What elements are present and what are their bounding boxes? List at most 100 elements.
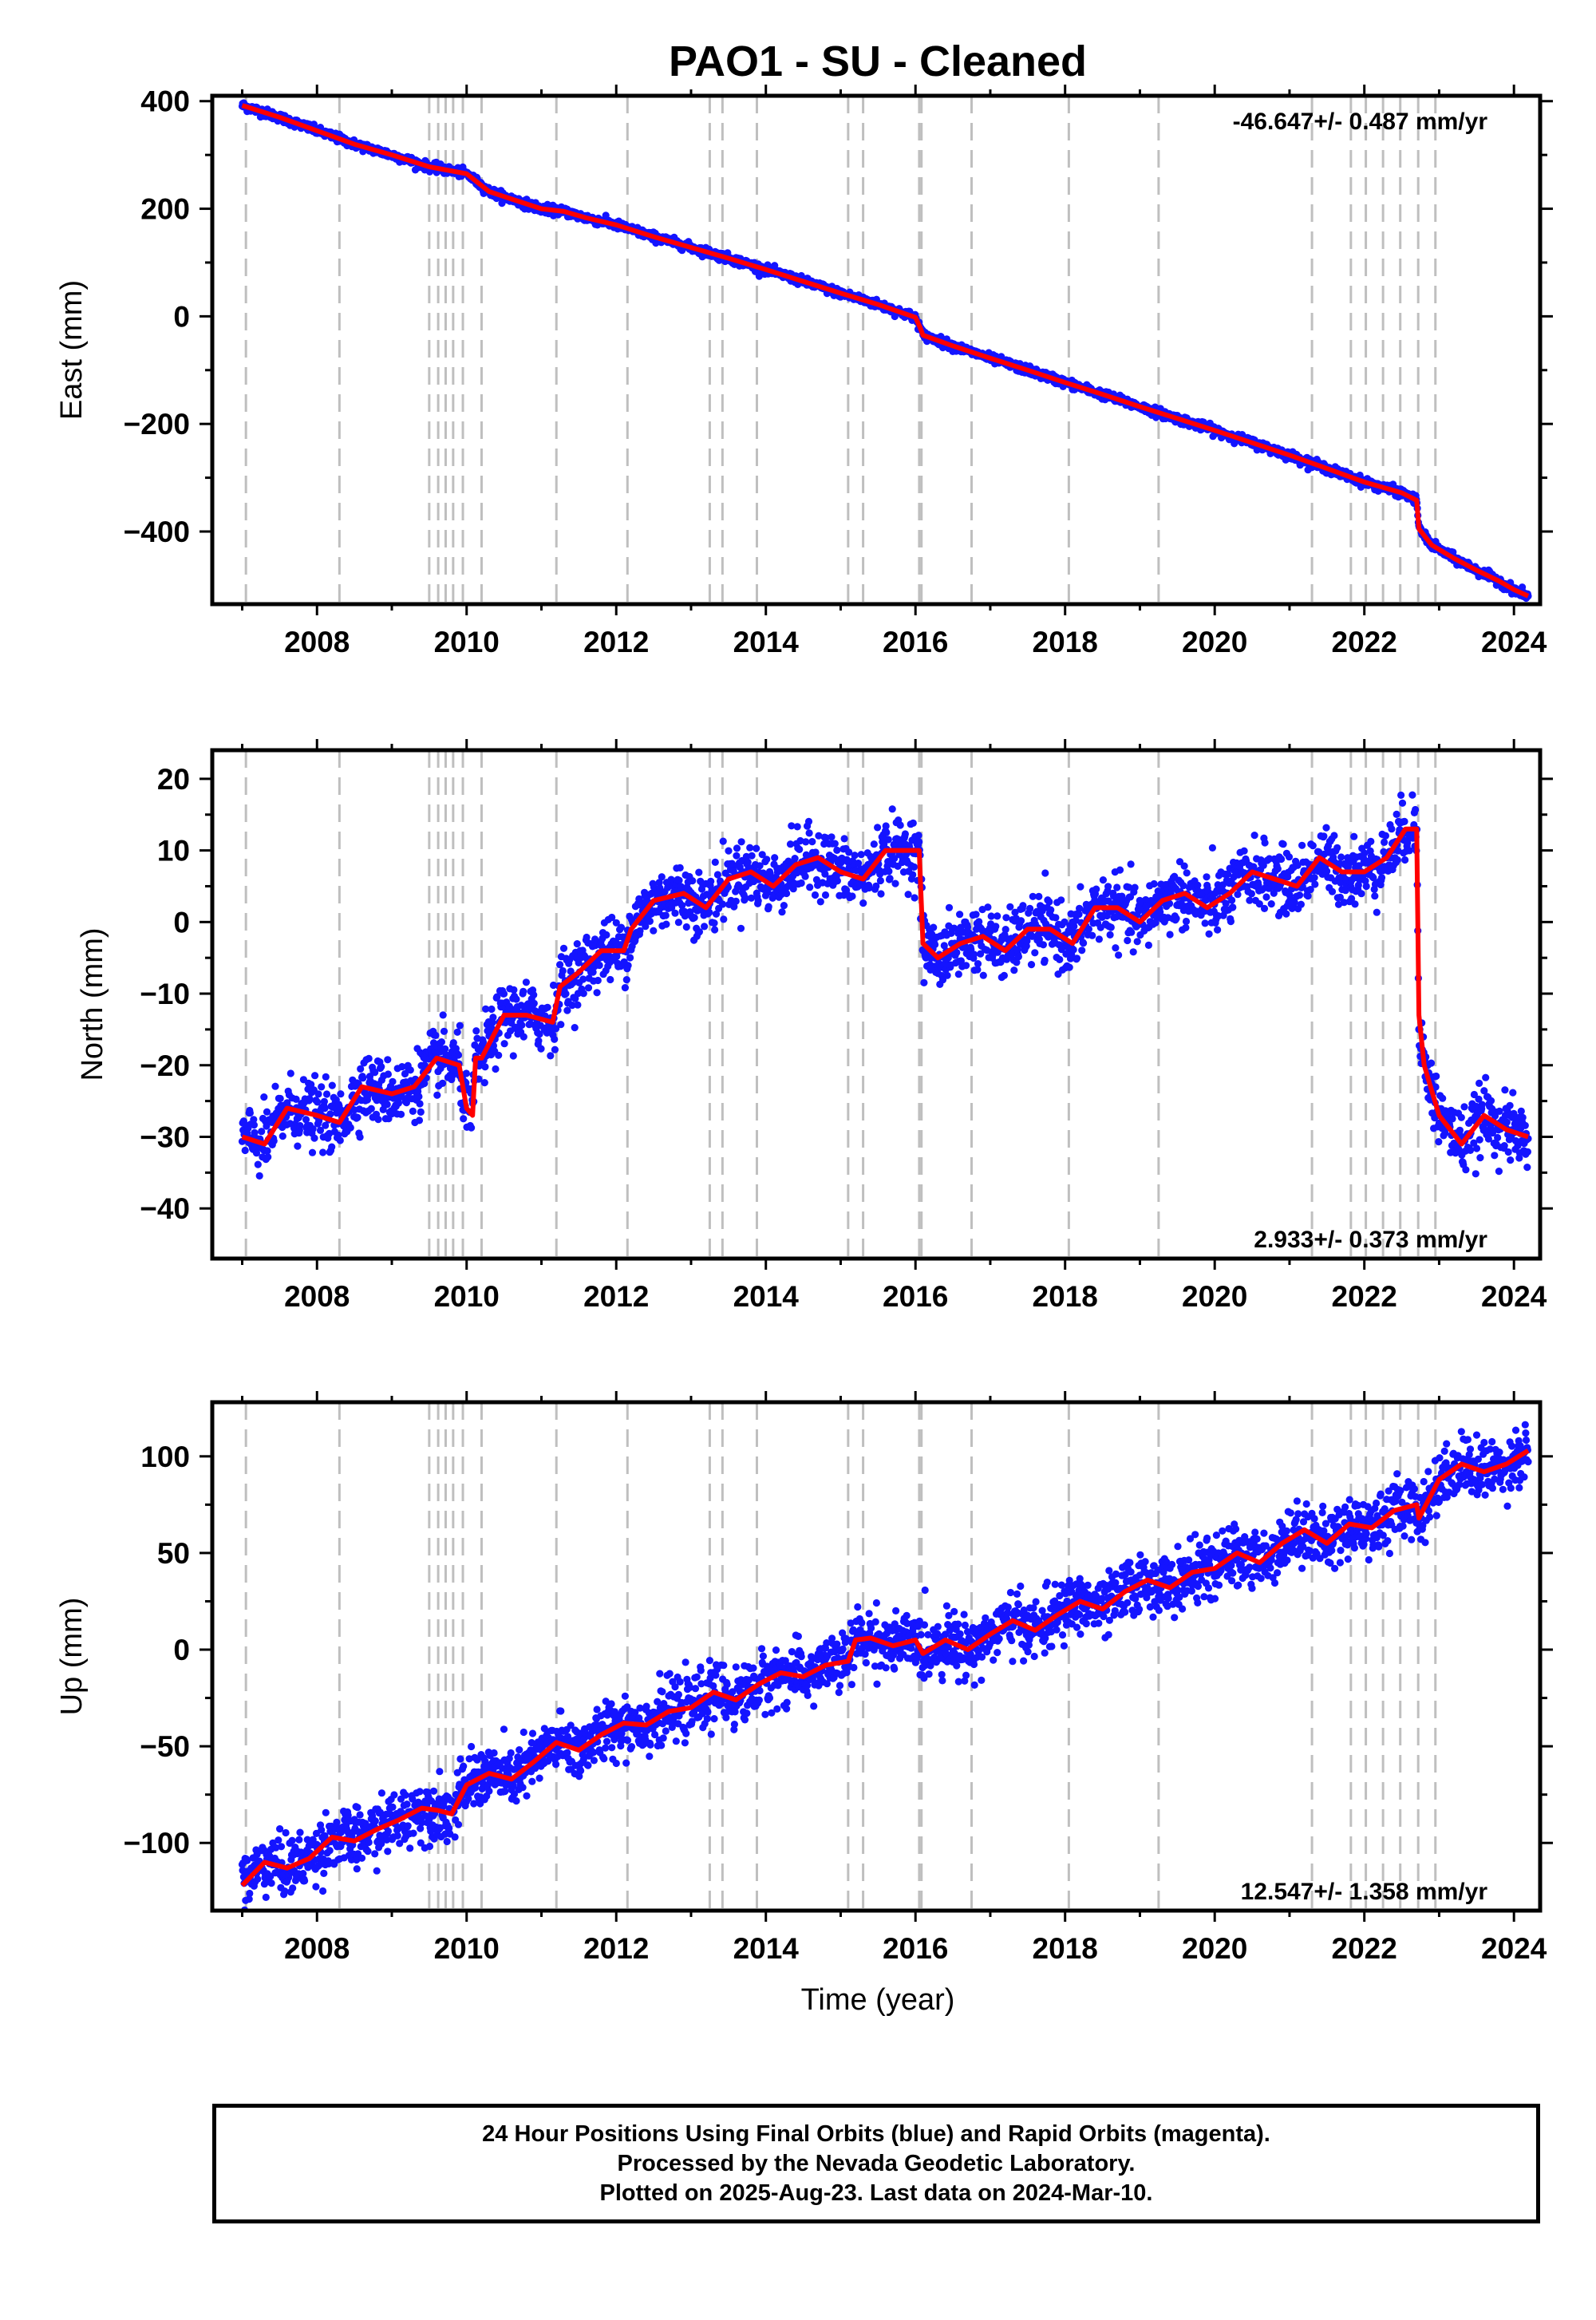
position-point bbox=[802, 838, 809, 845]
position-point bbox=[992, 923, 999, 930]
position-point bbox=[557, 1021, 564, 1028]
position-point bbox=[662, 911, 670, 919]
position-point bbox=[1073, 954, 1080, 962]
position-point bbox=[650, 927, 657, 935]
position-point bbox=[658, 873, 666, 880]
position-point bbox=[535, 1037, 542, 1045]
position-point bbox=[263, 1109, 271, 1116]
position-point bbox=[662, 921, 670, 928]
position-point bbox=[626, 954, 634, 961]
position-point bbox=[322, 1073, 330, 1081]
position-point bbox=[623, 976, 630, 983]
position-point bbox=[794, 823, 801, 830]
position-point bbox=[463, 1069, 470, 1077]
position-point bbox=[1010, 966, 1017, 974]
position-point bbox=[271, 1137, 278, 1144]
position-point bbox=[1096, 935, 1103, 943]
position-point bbox=[1134, 938, 1141, 945]
position-point bbox=[738, 838, 745, 845]
model-fit-line bbox=[243, 105, 1529, 596]
position-point bbox=[460, 1115, 467, 1122]
position-point bbox=[783, 890, 790, 897]
position-point bbox=[439, 1080, 446, 1087]
position-point bbox=[955, 970, 962, 978]
position-point bbox=[337, 1136, 344, 1144]
position-point bbox=[646, 918, 654, 925]
plot-area bbox=[239, 750, 1532, 1259]
position-point bbox=[683, 923, 690, 931]
position-point bbox=[832, 840, 839, 848]
position-point bbox=[323, 1090, 330, 1097]
position-point bbox=[984, 903, 991, 911]
position-point bbox=[1357, 890, 1365, 897]
position-point bbox=[806, 829, 813, 836]
position-point bbox=[559, 967, 567, 974]
position-point bbox=[1310, 842, 1317, 849]
position-point bbox=[310, 1135, 318, 1142]
position-point bbox=[337, 1090, 344, 1097]
position-point bbox=[1041, 957, 1049, 964]
position-point bbox=[910, 820, 917, 827]
position-point bbox=[512, 995, 519, 1002]
position-point bbox=[321, 1098, 328, 1105]
position-point bbox=[711, 926, 718, 933]
y-tick-label: 200 bbox=[140, 193, 190, 226]
position-point bbox=[562, 990, 569, 998]
position-point bbox=[883, 822, 890, 829]
position-point bbox=[1128, 860, 1135, 868]
position-point bbox=[314, 1090, 322, 1097]
position-point bbox=[1229, 903, 1236, 911]
y-tick-label: −200 bbox=[124, 408, 190, 441]
position-point bbox=[1330, 832, 1337, 839]
position-point bbox=[255, 1161, 262, 1168]
position-point bbox=[1151, 880, 1158, 887]
plot-area bbox=[239, 96, 1532, 604]
position-point bbox=[1296, 891, 1303, 899]
position-point bbox=[1181, 863, 1188, 870]
position-point bbox=[1113, 883, 1120, 891]
position-point bbox=[1001, 972, 1008, 979]
position-point bbox=[1311, 880, 1318, 887]
x-tick-label: 2016 bbox=[883, 626, 948, 658]
position-point bbox=[828, 833, 835, 840]
position-point bbox=[417, 1100, 424, 1107]
position-point bbox=[841, 835, 848, 842]
position-point bbox=[481, 1079, 488, 1086]
position-point bbox=[1329, 888, 1336, 895]
x-tick-label: 2014 bbox=[733, 626, 800, 658]
position-point bbox=[309, 1149, 316, 1156]
position-point bbox=[574, 1002, 581, 1009]
position-point bbox=[1350, 833, 1357, 840]
position-point bbox=[719, 900, 726, 907]
position-point bbox=[456, 1022, 464, 1030]
position-point bbox=[1262, 893, 1270, 900]
position-point bbox=[1130, 948, 1137, 955]
position-point bbox=[417, 1109, 425, 1116]
x-tick-label: 2020 bbox=[1182, 626, 1247, 658]
position-point bbox=[359, 1074, 366, 1081]
position-point bbox=[1078, 947, 1085, 954]
position-point bbox=[1280, 840, 1287, 848]
position-point bbox=[1026, 905, 1033, 912]
position-point bbox=[972, 911, 979, 918]
position-point bbox=[279, 1132, 286, 1140]
position-point bbox=[911, 894, 918, 901]
position-point bbox=[962, 962, 970, 969]
position-point bbox=[1262, 839, 1269, 846]
position-point bbox=[492, 1065, 499, 1073]
position-point bbox=[812, 891, 819, 899]
position-point bbox=[802, 873, 809, 880]
position-point bbox=[877, 890, 884, 897]
position-point bbox=[806, 883, 813, 891]
position-point bbox=[1070, 946, 1077, 953]
position-point bbox=[389, 1078, 396, 1085]
position-point bbox=[778, 908, 785, 915]
position-point bbox=[915, 832, 922, 839]
position-point bbox=[1002, 926, 1009, 933]
position-point bbox=[1261, 905, 1268, 912]
position-point bbox=[1057, 896, 1065, 903]
figure-title: PAO1 - SU - Cleaned bbox=[669, 38, 1087, 85]
position-point bbox=[488, 1006, 495, 1013]
position-point bbox=[733, 898, 740, 905]
